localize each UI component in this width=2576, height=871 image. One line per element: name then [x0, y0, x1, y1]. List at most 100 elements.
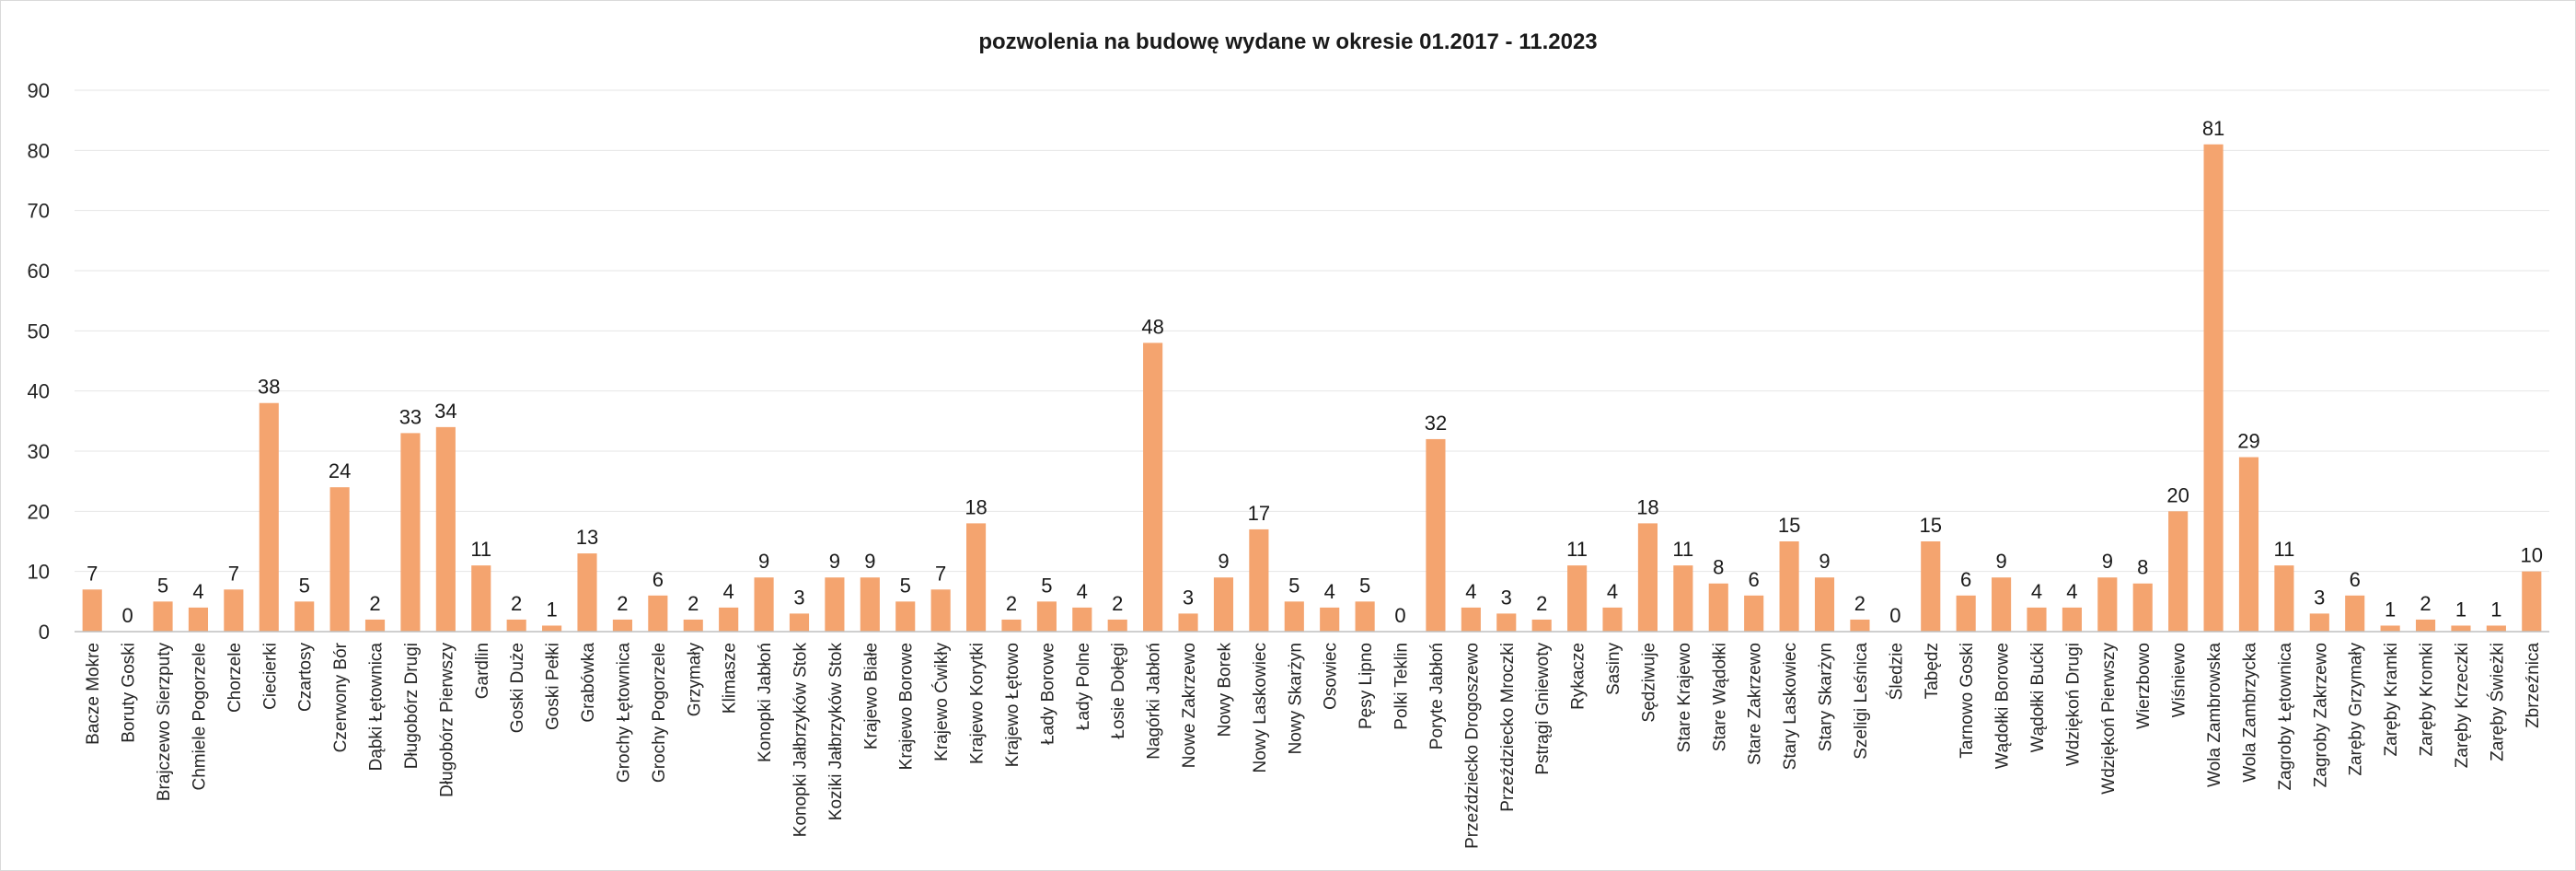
data-label: 11 — [470, 538, 491, 561]
bar — [2274, 565, 2294, 632]
bar — [577, 553, 597, 632]
data-label: 9 — [864, 550, 875, 573]
data-label: 15 — [1778, 514, 1800, 537]
x-tick-label: Klimasze — [721, 643, 740, 714]
data-label: 9 — [1218, 550, 1229, 573]
x-tick-label: Koziki Jałbrzyków Stok — [826, 643, 846, 821]
data-label: 7 — [935, 562, 946, 585]
data-label: 4 — [1324, 580, 1335, 603]
bar — [1284, 601, 1304, 632]
data-label: 10 — [2521, 544, 2543, 567]
bar — [2027, 607, 2047, 632]
x-tick-label: Zagroby Łętownica — [2276, 643, 2295, 791]
chart-title: pozwolenia na budowę wydane w okresie 01… — [978, 29, 1598, 54]
data-label: 18 — [1636, 495, 1658, 518]
data-label: 2 — [687, 592, 699, 615]
y-tick-label: 50 — [28, 319, 50, 343]
bar — [188, 607, 209, 632]
data-label: 0 — [1889, 604, 1900, 627]
x-tick-label: Długobórz Pierwszy — [437, 643, 456, 797]
x-tick-label: Grabówka — [579, 643, 598, 723]
data-label: 1 — [2385, 598, 2396, 621]
data-label: 5 — [299, 574, 310, 597]
bar — [2415, 619, 2436, 632]
bar — [2097, 577, 2118, 632]
x-tick-label: Grochy Łętownica — [614, 643, 633, 784]
data-label: 48 — [1141, 315, 1163, 338]
x-tick-label: Długobórz Drugi — [402, 643, 422, 769]
x-tick-label: Brajczewo Sierzputy — [155, 643, 174, 802]
bar — [2345, 595, 2365, 632]
bar — [1107, 619, 1127, 632]
y-tick-label: 90 — [28, 79, 50, 102]
bar — [1072, 607, 1092, 632]
data-label: 5 — [1359, 574, 1370, 597]
data-label: 34 — [434, 400, 456, 423]
x-tick-label: Krajewo Borowe — [897, 643, 917, 770]
x-tick-label: Nowy Laskowiec — [1251, 643, 1270, 773]
x-tick-label: Szeligi Leśnica — [1852, 643, 1871, 760]
data-label: 4 — [1607, 580, 1618, 603]
data-label: 6 — [1960, 568, 1971, 591]
bar — [860, 577, 880, 632]
x-tick-label: Łady Polne — [1074, 643, 1093, 730]
bar — [2522, 571, 2542, 632]
data-label: 2 — [369, 592, 380, 615]
data-label: 0 — [1394, 604, 1405, 627]
x-tick-label: Zaręby Kromki — [2418, 643, 2437, 757]
data-label: 11 — [1672, 538, 1693, 561]
data-label: 4 — [2066, 580, 2077, 603]
x-tick-label: Wierzbowo — [2134, 643, 2154, 729]
data-label: 2 — [1854, 592, 1866, 615]
data-label: 5 — [157, 574, 168, 597]
x-tick-label: Sędziwuje — [1639, 643, 1658, 723]
data-label: 32 — [1425, 412, 1447, 435]
bar — [1001, 619, 1022, 632]
data-label: 13 — [576, 526, 598, 549]
x-tick-label: Pstrągi Gniewoty — [1533, 643, 1553, 775]
x-tick-label: Gardlin — [473, 643, 492, 699]
y-tick-label: 40 — [28, 380, 50, 403]
bar — [295, 601, 315, 632]
data-label: 8 — [2137, 556, 2148, 579]
y-tick-label: 70 — [28, 200, 50, 223]
bar — [224, 589, 244, 632]
bar — [1355, 601, 1375, 632]
data-label: 0 — [121, 604, 133, 627]
bar — [1213, 577, 1234, 632]
data-label: 4 — [192, 580, 203, 603]
data-label: 7 — [87, 562, 98, 585]
x-tick-label: Przeździecko Mroczki — [1498, 643, 1518, 812]
data-label: 9 — [829, 550, 840, 573]
bar — [400, 433, 421, 632]
x-tick-label: Stare Wądołki — [1710, 643, 1729, 751]
bar — [2486, 625, 2506, 632]
bar — [1956, 595, 1976, 632]
x-tick-label: Krajewo Białe — [861, 643, 881, 749]
x-tick-label: Krajewo Ćwikły — [931, 643, 952, 761]
bar — [1744, 595, 1764, 632]
y-tick-label: 20 — [28, 500, 50, 523]
bar — [1567, 565, 1588, 632]
x-tick-label: Wdziękoń Pierwszy — [2099, 643, 2119, 795]
x-tick-label: Zaręby Grzymały — [2347, 643, 2366, 776]
bar — [435, 426, 456, 632]
data-label: 29 — [2237, 430, 2259, 453]
bar — [1992, 577, 2012, 632]
data-label: 5 — [1288, 574, 1300, 597]
data-label: 9 — [1995, 550, 2006, 573]
x-tick-label: Nowy Borek — [1215, 643, 1234, 737]
data-label: 2 — [617, 592, 628, 615]
bar — [364, 619, 386, 632]
x-tick-label: Zbrzeźnica — [2524, 643, 2543, 728]
bar — [1320, 607, 1340, 632]
bar — [542, 625, 562, 632]
bar — [1779, 541, 1799, 632]
x-tick-label: Krajewo Korytki — [968, 643, 988, 764]
bar — [329, 487, 350, 632]
bar — [1921, 541, 1941, 632]
bar — [1461, 607, 1481, 632]
bar — [2451, 625, 2471, 632]
